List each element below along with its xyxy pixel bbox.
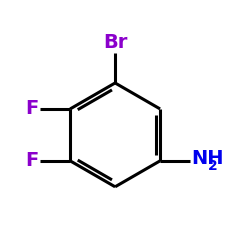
Text: F: F bbox=[25, 100, 38, 118]
Text: Br: Br bbox=[103, 33, 127, 52]
Text: 2: 2 bbox=[208, 159, 218, 173]
Text: F: F bbox=[25, 151, 38, 170]
Text: NH: NH bbox=[192, 149, 224, 168]
